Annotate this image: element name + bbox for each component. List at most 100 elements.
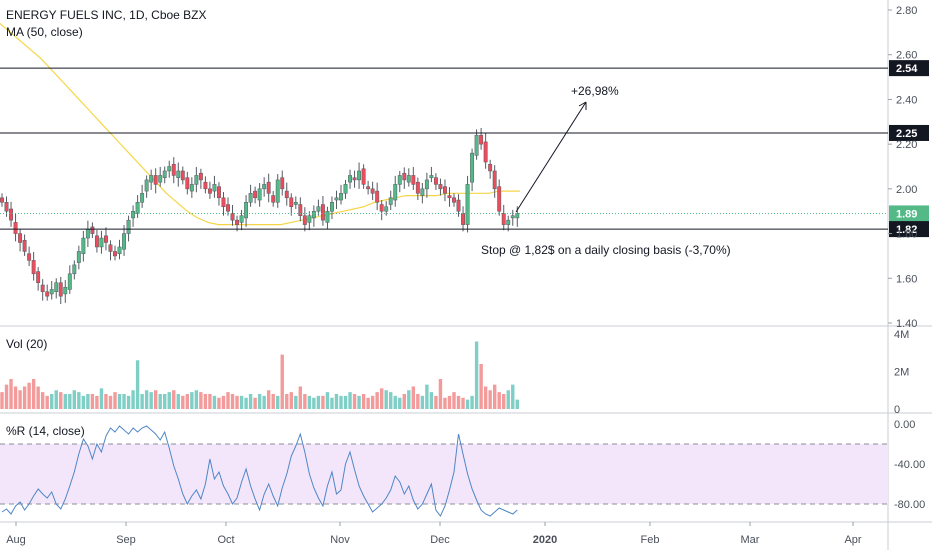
candle-body [72,264,77,275]
target-annotation: +26,98% [571,84,619,98]
candle-body [266,181,271,194]
volume-bar [117,394,122,409]
volume-bar [511,384,515,409]
candle-body [18,233,23,243]
volume-bar [425,384,429,409]
candle-body [94,235,99,248]
volume-bar [429,392,434,409]
volume-bar [9,379,13,409]
price-tick-label: 2.20 [896,139,917,151]
candle-body [248,193,253,203]
volume-bar [515,399,519,409]
volume-bar [465,399,470,409]
candle-body [271,195,276,203]
candle-body [194,175,199,185]
wr-tick-label: -40.00 [894,459,925,471]
candle-body [167,166,172,172]
wr-line [1,425,518,517]
volume-bar [72,390,77,409]
volume-bar [18,390,22,409]
volume-bar [420,395,425,409]
volume-bar [312,397,316,409]
wr-label: %R (14, close) [6,424,85,438]
volume-bar [285,394,289,409]
candle-body [257,188,262,201]
candle-body [411,175,416,185]
price-tick-label: 1.60 [896,273,917,285]
candle-body [284,190,289,199]
candle-body [0,197,4,203]
volume-bar [36,386,40,409]
volume-bar [352,394,357,409]
volume-bar [271,394,275,409]
candle-body [402,172,407,181]
volume-bar [266,390,271,409]
candle-body [198,172,203,181]
volume-bar [190,392,194,409]
time-tick-label: Aug [6,534,26,546]
volume-bar [470,395,474,409]
candle-body [492,170,497,190]
volume-bar [31,379,36,409]
volume-bar [434,395,438,409]
volume-bar [456,395,461,409]
candle-body [393,184,398,201]
volume-bar [483,386,488,409]
volume-bar [379,388,384,409]
candle-body [280,177,285,190]
time-tick-label: Nov [330,534,350,546]
volume-bar [54,390,58,409]
volume-bar [506,390,510,409]
volume-bar [45,395,49,409]
volume-bar [298,386,303,409]
volume-bar [149,392,153,409]
candle-body [104,235,108,243]
volume-bar [370,395,375,409]
wr-tick-label: 0.00 [894,419,915,431]
volume-bar [226,392,230,409]
volume-bar [235,395,239,409]
volume-bar [153,390,158,409]
volume-bar [158,394,162,409]
candle-body [13,222,18,234]
candle-body [221,197,226,207]
candle-body [253,190,258,199]
candle-body [352,177,357,181]
volume-bar [244,397,248,409]
volume-bar [22,386,27,409]
candle-body [447,195,452,199]
volume-bar [316,395,321,409]
candle-body [49,289,54,295]
volume-bar [447,395,452,409]
volume-bar [330,397,334,409]
volume-bar [140,394,144,409]
volume-bar [208,394,212,409]
volume-bar [276,395,280,409]
time-tick-label: 2020 [533,534,557,546]
candle-body [470,152,475,183]
price-tag-label: 2.54 [896,63,918,75]
volume-bar [90,394,95,409]
candle-body [443,186,447,194]
volume-bar [104,394,108,409]
candle-body [461,213,465,225]
volume-bar [221,395,226,409]
volume-bar [393,395,397,409]
candle-body [316,206,321,212]
volume-bar [113,392,117,409]
candle-body [465,184,470,225]
time-tick-label: Dec [430,534,450,546]
ma-legend: MA (50, close) [6,25,83,39]
candle-body [203,181,208,190]
candle-body [339,193,343,201]
volume-bar [122,394,126,409]
volume-bar [289,392,293,409]
candle-body [293,202,298,205]
volume-bar [262,395,266,409]
volume-bar [416,394,420,409]
candle-body [40,284,45,292]
volume-bar [303,394,307,409]
candle-body [212,184,217,192]
candle-body [90,226,95,234]
